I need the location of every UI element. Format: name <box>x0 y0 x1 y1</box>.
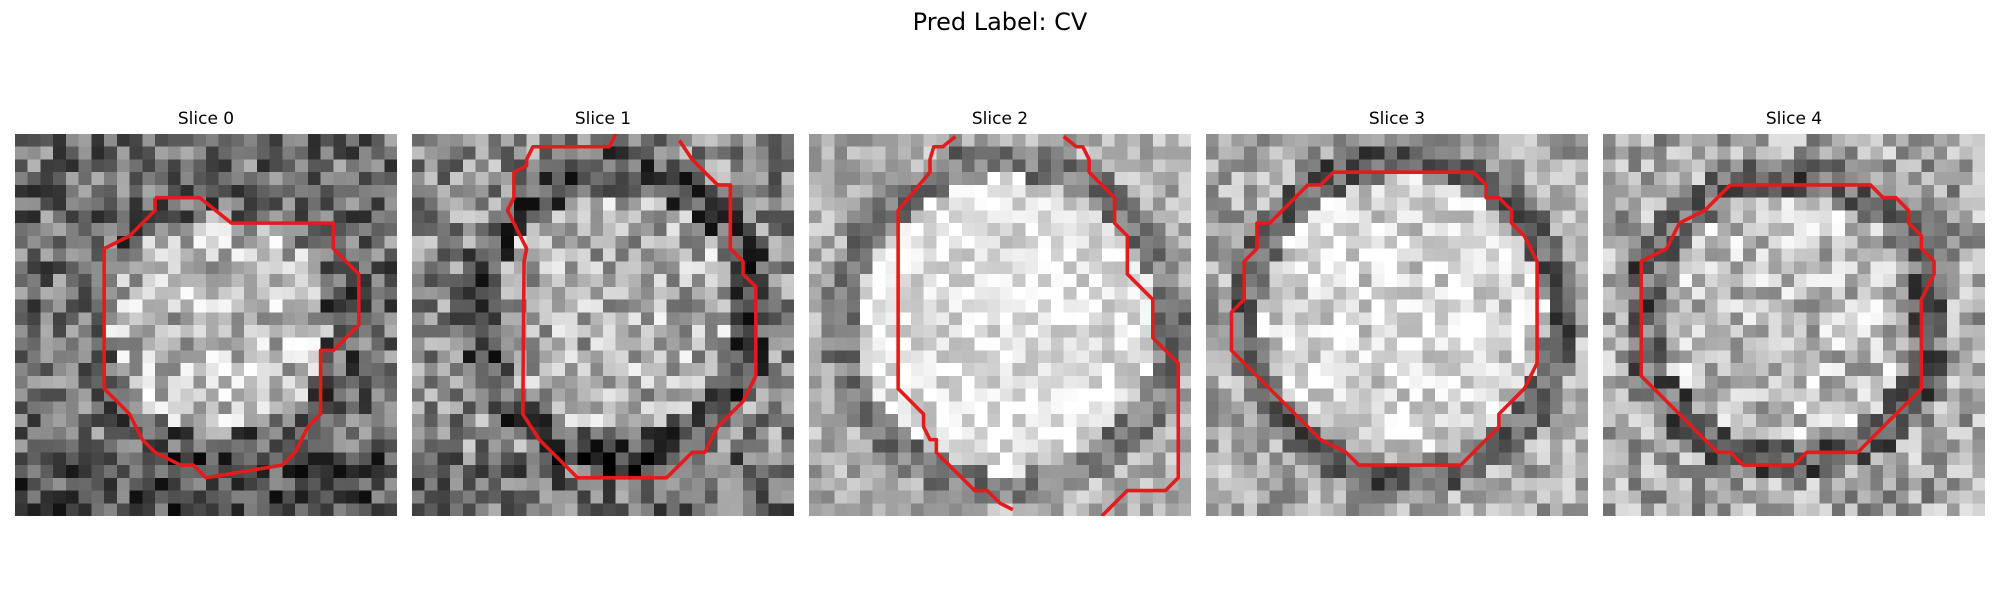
slice-panel-2: Slice 2 <box>809 108 1191 516</box>
slice-panel-0: Slice 0 <box>15 108 397 516</box>
contour-line-0 <box>102 195 361 480</box>
slice-title-1: Slice 1 <box>574 109 632 129</box>
slice-image-4 <box>1603 134 1985 516</box>
slice-title-0: Slice 0 <box>177 109 235 129</box>
slice-image-3 <box>1206 134 1588 516</box>
slice-title-4: Slice 4 <box>1765 109 1823 129</box>
slice-panel-4: Slice 4 <box>1603 108 1985 516</box>
contour-line-2-right <box>1062 135 1181 516</box>
slice-panel-3: Slice 3 <box>1206 108 1588 516</box>
contour-line-2-left <box>896 135 1014 512</box>
contour-line-4 <box>1639 183 1936 467</box>
slice-title-2: Slice 2 <box>971 109 1029 129</box>
slice-image-0 <box>15 134 397 516</box>
figure-title: Pred Label: CV <box>912 8 1088 36</box>
contour-line-3 <box>1229 170 1539 467</box>
slice-title-3: Slice 3 <box>1368 109 1426 129</box>
slice-image-1 <box>412 134 794 516</box>
slice-panel-1: Slice 1 <box>412 108 794 516</box>
slice-image-2 <box>809 134 1191 516</box>
contour-line-1-left <box>505 134 758 480</box>
